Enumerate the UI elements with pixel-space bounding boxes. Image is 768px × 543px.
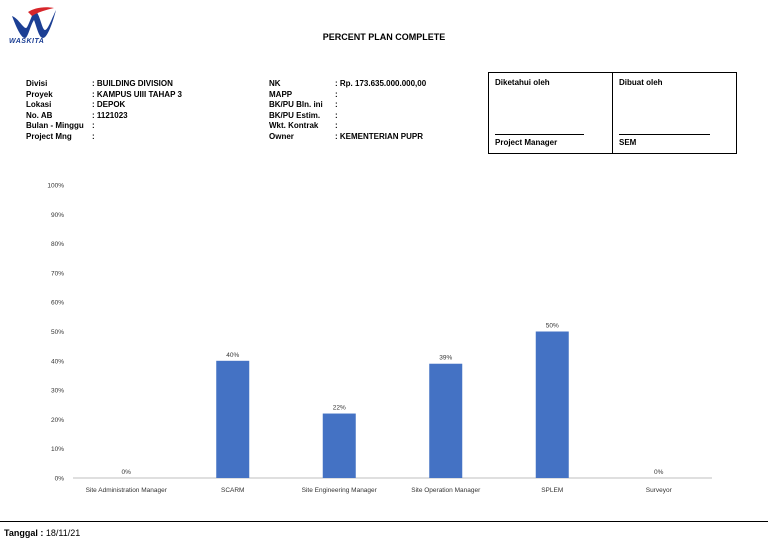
info-label: Owner (269, 131, 294, 141)
y-tick-label: 0% (55, 476, 65, 483)
info-value: : 1121023 (92, 110, 128, 120)
signature-line (495, 134, 584, 135)
logo-text: WASKITA (9, 38, 45, 45)
info-label: Wkt. Kontrak (269, 121, 319, 130)
info-row: Owner : KEMENTERIAN PUPR (269, 132, 426, 143)
info-label: MAPP (269, 89, 293, 99)
y-tick-label: 60% (51, 300, 64, 307)
info-value: : (92, 131, 95, 141)
y-tick-label: 100% (47, 183, 64, 190)
project-info-right: NK : Rp. 173.635.000.000,00 MAPP: BK/PU B… (269, 79, 426, 142)
info-row: Divisi : BUILDING DIVISION (26, 79, 182, 90)
signature-line (619, 134, 710, 135)
info-value: : BUILDING DIVISION (92, 79, 173, 88)
project-info-left: Divisi : BUILDING DIVISION Proyek : KAMPUS… (26, 79, 182, 142)
info-value: : Rp. 173.635.000.000,00 (335, 79, 427, 88)
data-label: 22% (333, 405, 346, 412)
data-label: 40% (226, 352, 239, 359)
info-row: Proyek : KAMPUS UIII TAHAP 3 (26, 90, 182, 101)
info-row: BK/PU Estim.: (269, 111, 426, 122)
data-label: 50% (546, 323, 559, 330)
signature-box: Diketahui oleh Project Manager Dibuat ol… (488, 72, 737, 154)
bar (429, 363, 463, 478)
signature-role: Project Manager (495, 138, 558, 147)
y-tick-label: 10% (51, 446, 64, 453)
info-label: BK/PU Estim. (269, 110, 321, 120)
info-label: Proyek (26, 89, 53, 99)
info-row: NK : Rp. 173.635.000.000,00 (269, 79, 426, 90)
y-tick-label: 20% (51, 417, 64, 424)
info-label: NK (269, 79, 281, 88)
info-value: : KAMPUS UIII TAHAP 3 (92, 89, 182, 99)
info-value: : (92, 121, 95, 130)
bar (535, 331, 569, 478)
info-label: Bulan - Minggu (26, 121, 84, 130)
bar (322, 413, 356, 478)
info-value: : (335, 110, 338, 120)
signature-role: SEM (619, 138, 637, 147)
footer-date: Tanggal : 18/11/21 (4, 528, 80, 538)
y-tick-label: 40% (51, 358, 64, 365)
info-label: No. AB (26, 110, 53, 120)
y-tick-label: 50% (51, 329, 64, 336)
x-category-label: Surveyor (646, 487, 673, 494)
report-frame (0, 521, 768, 522)
x-category-label: Site Administration Manager (86, 487, 168, 494)
y-tick-label: 80% (51, 241, 64, 248)
info-row: No. AB : 1121023 (26, 111, 182, 122)
percent-complete-chart: 0% 10% 20% 30% 40% 50% 60% 70% 80% 90% 100% 0% Site … (47, 183, 712, 494)
signature-cell-known: Diketahui oleh Project Manager (489, 73, 612, 153)
signature-heading: Dibuat oleh (619, 78, 663, 87)
signature-cell-made: Dibuat oleh SEM (612, 73, 736, 153)
y-tick-label: 30% (51, 388, 64, 395)
data-label: 0% (122, 469, 132, 476)
x-category-label: Site Operation Manager (411, 487, 481, 494)
signature-heading: Diketahui oleh (495, 78, 550, 87)
x-category-label: SPLEM (541, 487, 563, 494)
data-label: 0% (654, 469, 664, 476)
page-title: PERCENT PLAN COMPLETE (322, 32, 446, 42)
info-value: : KEMENTERIAN PUPR (335, 131, 424, 141)
date-value: 18/11/21 (45, 528, 81, 538)
x-category-label: SCARM (221, 487, 244, 494)
info-row: BK/PU Bln. ini: (269, 100, 426, 111)
x-category-label: Site Engineering Manager (302, 487, 378, 494)
info-label: BK/PU Bln. ini (269, 100, 323, 109)
info-value: : (335, 121, 338, 130)
info-label: Project Mng (26, 131, 72, 141)
info-label: Lokasi (26, 100, 52, 109)
info-value: : DEPOK (92, 100, 126, 109)
info-value: : (335, 89, 338, 99)
date-label: Tanggal : (4, 528, 44, 538)
data-label: 39% (439, 355, 452, 362)
bar (216, 360, 250, 478)
info-row: Lokasi : DEPOK (26, 100, 182, 111)
info-row: Bulan - Minggu: (26, 121, 182, 132)
info-label: Divisi (26, 79, 48, 88)
info-row: Project Mng: (26, 132, 182, 143)
y-tick-label: 70% (51, 270, 64, 277)
info-row: MAPP: (269, 90, 426, 101)
info-value: : (335, 100, 338, 109)
info-row: Wkt. Kontrak: (269, 121, 426, 132)
waskita-logo-icon (12, 7, 56, 38)
y-tick-label: 90% (51, 212, 64, 219)
